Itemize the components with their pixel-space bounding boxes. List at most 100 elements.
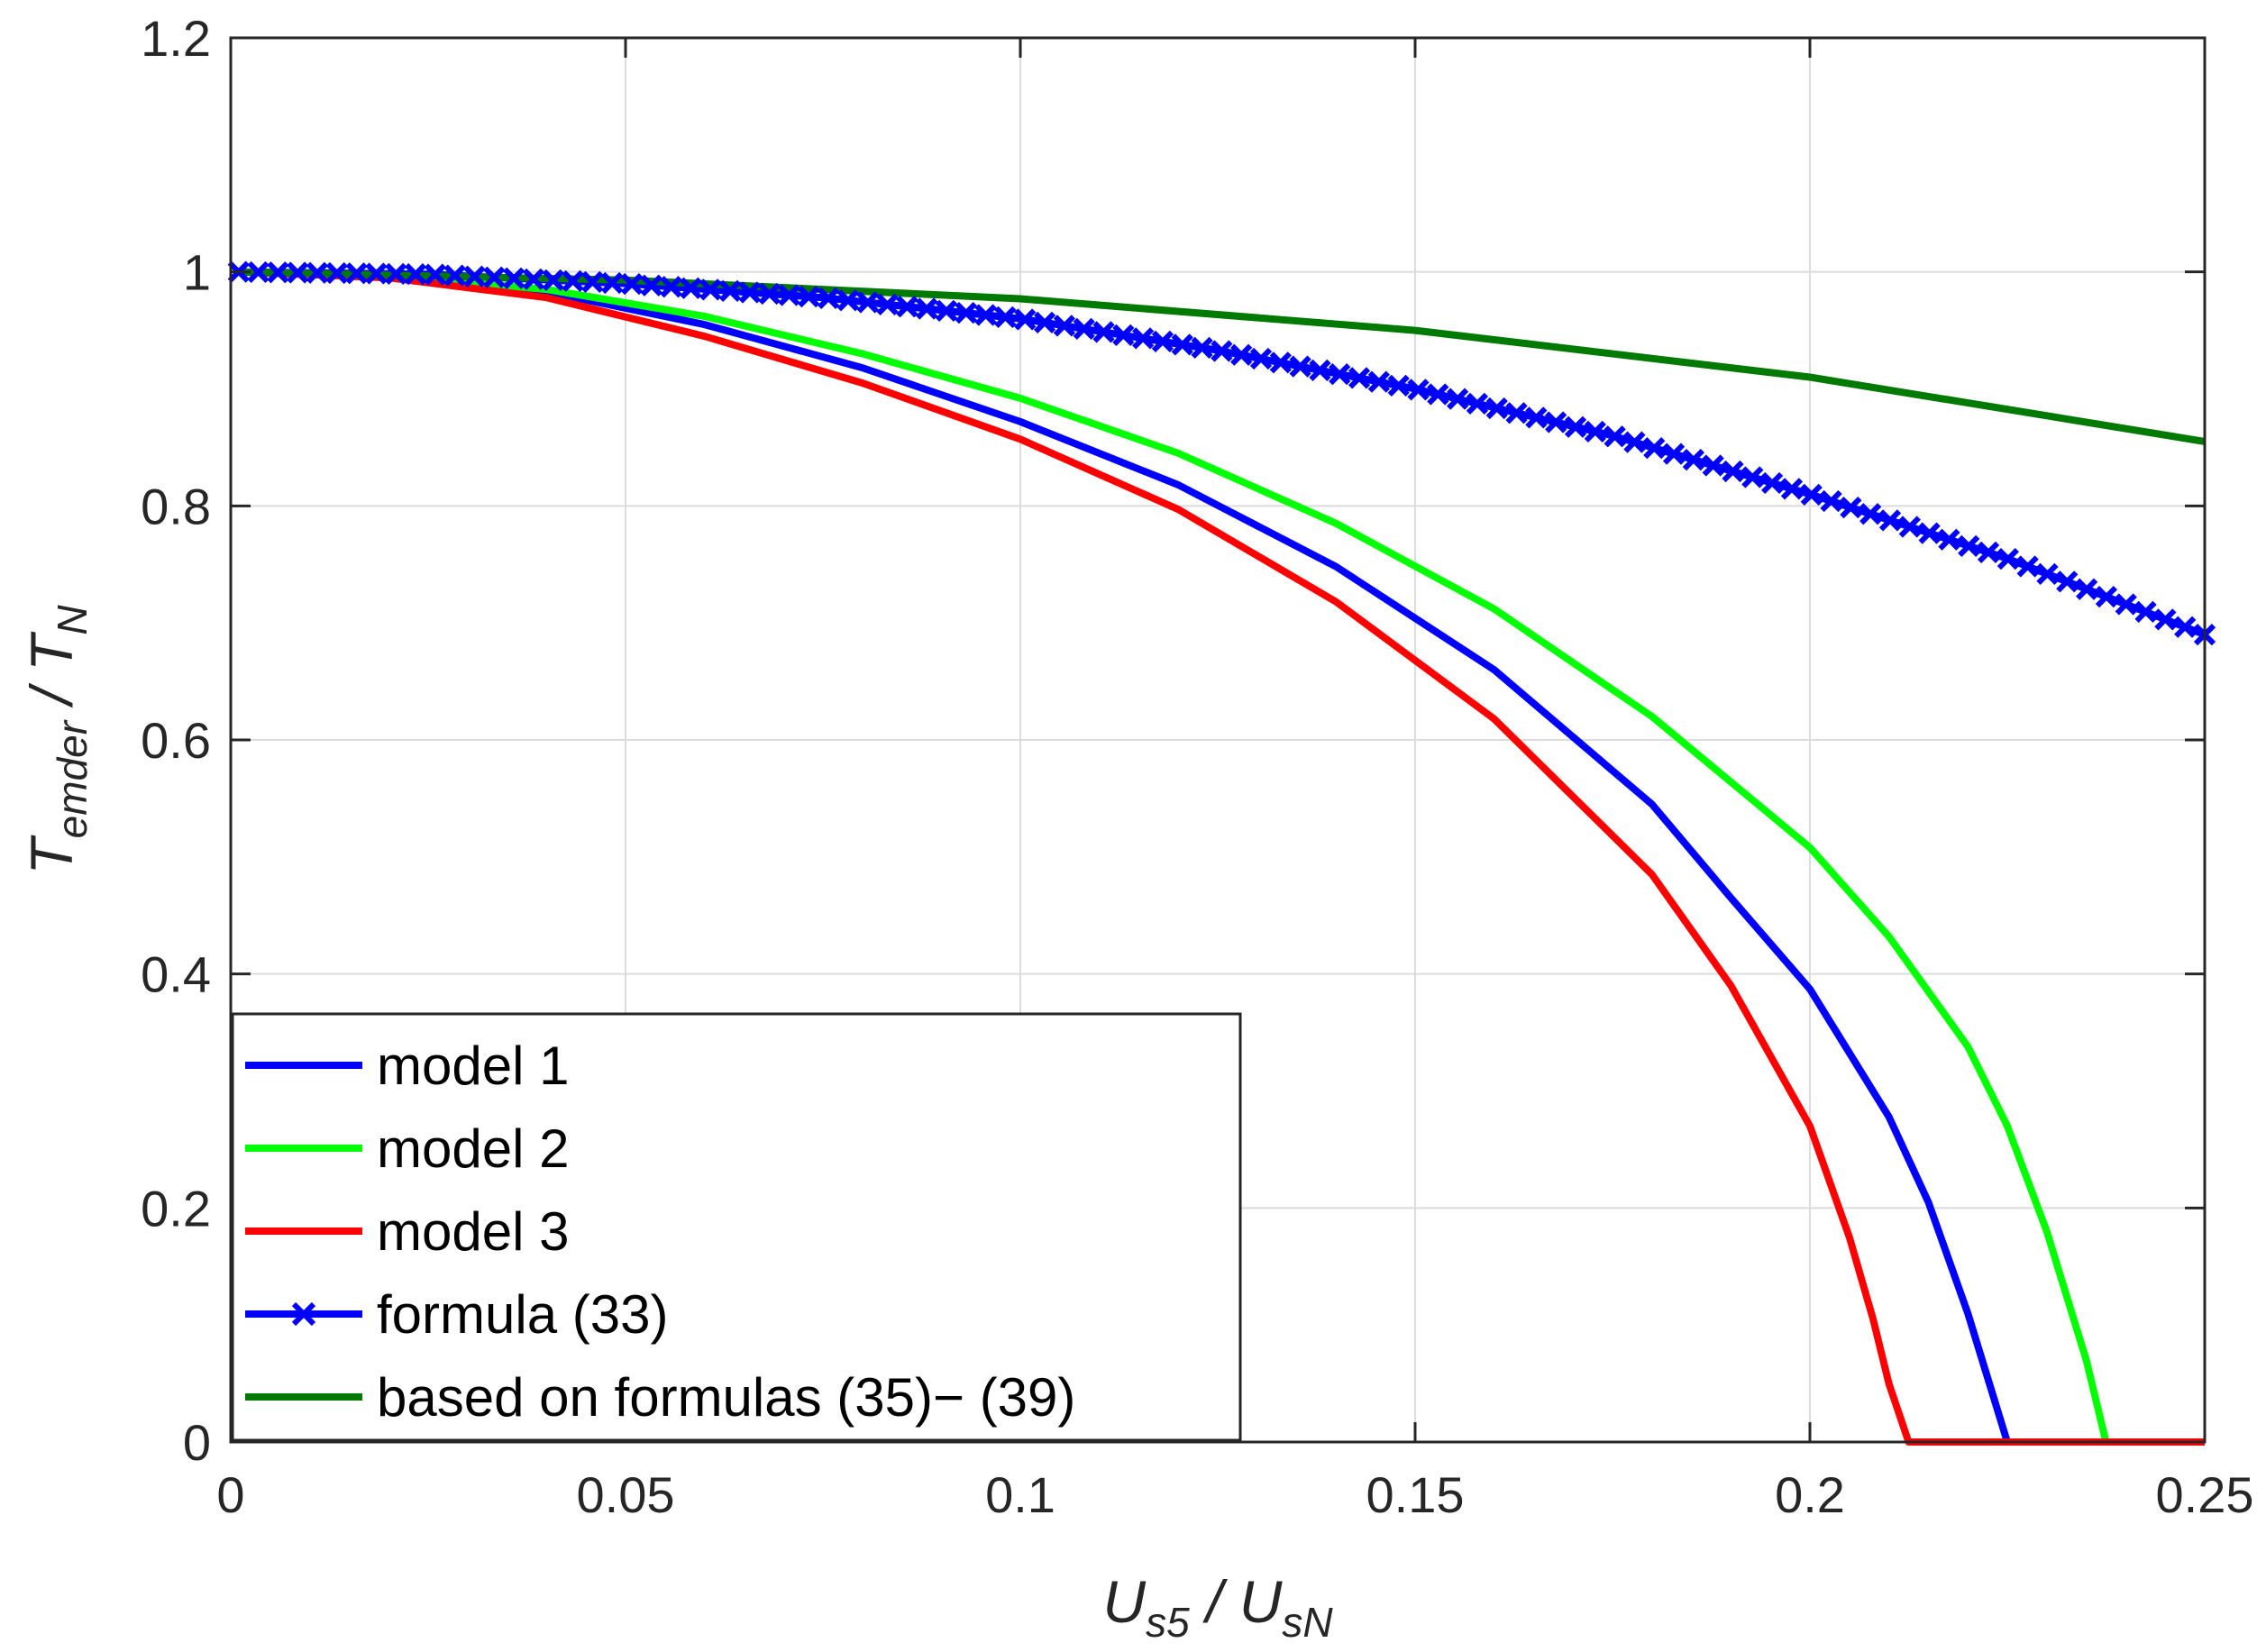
x-marker xyxy=(778,284,800,306)
x-marker xyxy=(1348,367,1371,389)
x-marker xyxy=(1230,343,1253,366)
x-marker xyxy=(1367,370,1391,393)
x-axis-label: Us5 / UsN xyxy=(1102,1568,1333,1646)
legend-label: based on formulas (35)− (39) xyxy=(377,1367,1075,1428)
x-marker xyxy=(660,276,682,298)
x-tick-label: 0.05 xyxy=(577,1466,675,1523)
x-marker xyxy=(2056,570,2079,593)
legend-box xyxy=(231,1012,1242,1442)
y-tick-label: 1 xyxy=(183,244,211,301)
x-marker xyxy=(483,266,506,288)
x-marker xyxy=(896,296,918,318)
x-marker xyxy=(1387,374,1410,397)
x-marker xyxy=(994,306,1017,328)
x-tick-label: 0 xyxy=(216,1466,244,1523)
x-axis-label-sub2: sN xyxy=(1282,1599,1333,1646)
x-marker xyxy=(2134,600,2157,624)
x-marker xyxy=(640,274,662,297)
y-axis-label-sub: emder xyxy=(49,719,96,838)
series-layer xyxy=(227,260,2216,1446)
x-marker xyxy=(1702,454,1724,477)
x-axis-label-sub: s5 xyxy=(1146,1599,1190,1646)
series-line-5 xyxy=(238,268,2206,445)
x-marker xyxy=(1977,541,2000,564)
x-marker xyxy=(818,287,840,310)
x-marker xyxy=(463,265,486,288)
x-tick-label: 0.15 xyxy=(1366,1466,1465,1523)
y-axis-label-sub2: N xyxy=(49,605,96,635)
x-marker xyxy=(798,285,820,308)
x-marker xyxy=(856,291,879,314)
x-marker xyxy=(1447,388,1469,410)
x-marker xyxy=(1584,420,1606,443)
series-markers-4 xyxy=(227,260,2216,646)
y-axis-label-main: T xyxy=(18,835,85,875)
x-marker xyxy=(2036,562,2059,586)
series-line-2 xyxy=(238,268,2205,1446)
x-marker xyxy=(916,297,938,320)
x-marker xyxy=(1014,308,1037,331)
x-tick-label: 0.25 xyxy=(2156,1466,2254,1523)
legend-label: model 1 xyxy=(377,1036,569,1096)
y-tick-label: 0 xyxy=(183,1414,211,1471)
series-line-3 xyxy=(238,268,2205,1446)
x-marker xyxy=(287,261,309,284)
legend-label: model 2 xyxy=(377,1118,569,1179)
x-marker xyxy=(345,262,368,285)
tick-labels: 0 0.05 0.1 0.15 0.2 0.25 0 0.2 0.4 0.6 0.8 1 1.2 xyxy=(141,10,2253,1523)
x-axis-label-sep: / xyxy=(1190,1568,1239,1635)
x-marker xyxy=(1643,437,1666,460)
y-tick-label: 1.2 xyxy=(141,10,211,67)
x-marker xyxy=(1132,327,1155,350)
x-marker xyxy=(1053,315,1076,337)
x-marker xyxy=(247,260,270,284)
x-marker xyxy=(738,281,762,304)
x-marker xyxy=(1407,379,1430,401)
x-marker xyxy=(325,261,348,285)
x-marker xyxy=(1505,402,1528,424)
x-marker xyxy=(1289,355,1311,378)
x-marker xyxy=(2154,608,2177,631)
x-marker xyxy=(1682,448,1705,471)
x-marker xyxy=(1878,509,1902,532)
y-axis-label: Temder / TN xyxy=(18,605,96,875)
x-marker xyxy=(601,271,624,295)
y-tick-label: 0.6 xyxy=(141,712,211,769)
x-marker xyxy=(1485,397,1508,420)
x-marker xyxy=(1662,443,1686,465)
x-marker xyxy=(2174,616,2197,638)
x-marker xyxy=(1211,340,1233,362)
y-tick-label: 0.4 xyxy=(141,946,211,1003)
x-marker xyxy=(1269,351,1292,374)
x-marker xyxy=(935,299,958,322)
x-marker xyxy=(699,278,722,301)
x-marker xyxy=(1329,362,1351,386)
x-marker xyxy=(385,262,407,285)
x-marker xyxy=(955,302,977,324)
x-marker xyxy=(1427,383,1449,406)
x-tick-label: 0.2 xyxy=(1775,1466,1845,1523)
x-marker xyxy=(718,279,742,303)
x-marker xyxy=(1545,411,1567,434)
legend-item-5: based on formulas (35)− (39) xyxy=(245,1367,1075,1428)
legend-label: formula (33) xyxy=(377,1284,668,1345)
x-marker xyxy=(1958,534,1980,557)
x-marker xyxy=(1938,528,1960,551)
x-marker xyxy=(2115,593,2137,616)
x-marker xyxy=(1564,415,1587,438)
x-marker xyxy=(443,264,466,287)
x-marker xyxy=(1309,359,1331,381)
x-tick-label: 0.1 xyxy=(985,1466,1055,1523)
x-marker xyxy=(306,261,329,284)
x-marker xyxy=(1151,330,1174,353)
x-marker xyxy=(522,268,545,290)
x-marker xyxy=(620,273,644,296)
legend-label: model 3 xyxy=(377,1201,569,1262)
legend-item-1: model 1 xyxy=(245,1036,569,1096)
x-axis-label-main2: U xyxy=(1239,1568,1283,1635)
x-marker xyxy=(581,270,604,294)
x-marker xyxy=(1249,347,1273,370)
y-axis-label-sep: / xyxy=(18,671,85,721)
legend: model 1 model 2 model 3 formula (33) based o… xyxy=(231,1012,1242,1442)
